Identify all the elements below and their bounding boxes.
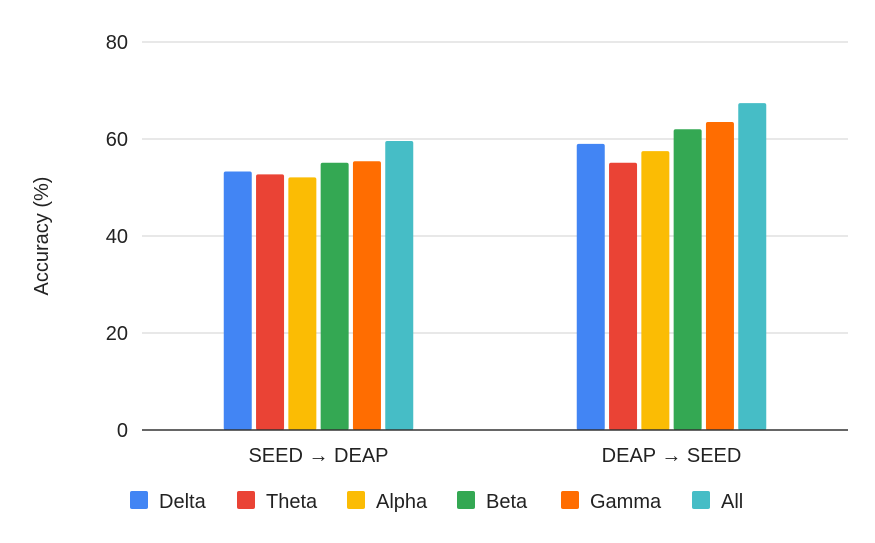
x-category-label: DEAP → SEED <box>602 445 742 467</box>
bar-alpha-1 <box>641 151 670 430</box>
y-tick-label: 0 <box>117 420 128 442</box>
legend-label: Delta <box>159 491 207 513</box>
legend-label: Theta <box>266 491 318 513</box>
y-tick-label: 80 <box>106 32 128 54</box>
y-axis-ticks: 0 20 40 60 80 <box>106 32 128 442</box>
y-axis-title: Accuracy (%) <box>31 177 53 296</box>
legend-item-beta: Beta <box>457 491 528 513</box>
y-tick-label: 40 <box>106 226 128 248</box>
legend-item-alpha: Alpha <box>347 491 428 513</box>
legend-item-all: All <box>692 491 743 513</box>
legend-label: Beta <box>486 491 528 513</box>
legend-swatch <box>347 491 365 509</box>
y-tick-label: 60 <box>106 129 128 151</box>
legend-item-delta: Delta <box>130 491 207 513</box>
legend-label: All <box>721 491 743 513</box>
legend-swatch <box>561 491 579 509</box>
bar-gamma-1 <box>705 122 734 431</box>
legend-item-gamma: Gamma <box>561 491 662 513</box>
legend-label: Alpha <box>376 491 428 513</box>
bar-beta-1 <box>673 129 702 431</box>
bar-alpha-0 <box>288 177 317 430</box>
bar-beta-0 <box>320 162 349 430</box>
legend-label: Gamma <box>590 491 662 513</box>
bar-gamma-0 <box>352 161 381 430</box>
legend-swatch <box>692 491 710 509</box>
bar-delta-1 <box>576 143 605 430</box>
x-axis-categories: SEED → DEAP DEAP → SEED <box>248 445 741 467</box>
y-tick-label: 20 <box>106 323 128 345</box>
bar-all-1 <box>738 103 767 431</box>
bar-theta-1 <box>609 162 638 430</box>
x-category-label: SEED → DEAP <box>248 445 388 467</box>
legend-swatch <box>237 491 255 509</box>
bar-delta-0 <box>223 171 252 430</box>
legend-item-theta: Theta <box>237 491 318 513</box>
legend: Delta Theta Alpha Beta Gamma All <box>130 491 743 513</box>
bars <box>223 103 767 431</box>
bar-all-0 <box>385 140 414 430</box>
legend-swatch <box>457 491 475 509</box>
bar-theta-0 <box>256 174 285 430</box>
legend-swatch <box>130 491 148 509</box>
